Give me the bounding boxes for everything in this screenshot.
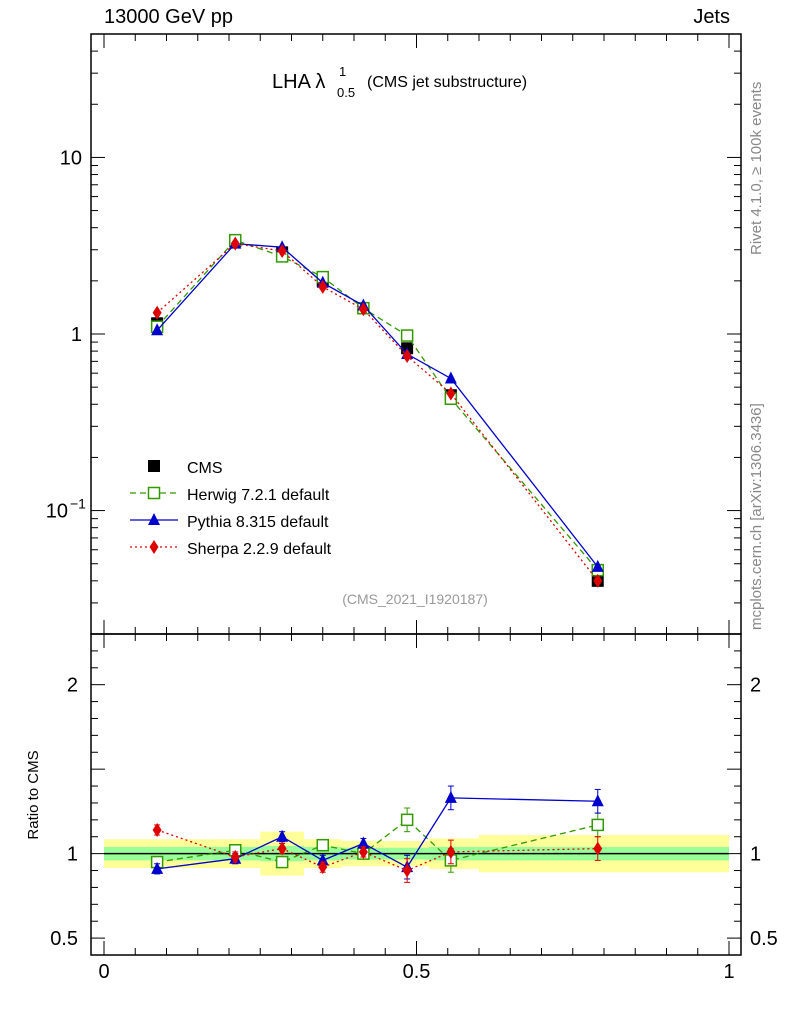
main-series-line [156,242,599,568]
chart-title-superscript: 1 [339,64,346,79]
main-series-point [151,323,164,336]
main-series-point [152,305,162,320]
ratio-series-point [358,844,368,859]
x-tick-label: 0 [98,961,109,983]
ratio-series-point [591,818,604,832]
legend-label-cms: CMS [187,460,223,477]
main-series-point [444,371,457,384]
ratio-y-tick-label-right: 2 [750,675,761,697]
x-tick-label: 1 [723,961,734,983]
main-y-tick-exponent: −1 [70,496,86,512]
ratio-series-point [277,841,287,856]
main-y-tick-label: 10 [60,147,82,169]
main-series-point [318,279,328,294]
ratio-series-point [593,841,603,856]
ratio-series-point [400,813,414,827]
main-y-tick-label: 1 [71,324,82,346]
main-series-point [446,386,456,401]
cms-data-series [151,235,604,587]
analysis-watermark: (CMS_2021_I1920187) [342,591,488,607]
ratio-y-axis-label: Ratio to CMS [25,750,42,839]
ratio-series-point [316,838,329,852]
legend-marker [148,513,160,525]
ratio-series-point [152,822,162,837]
ratio-series-point [402,863,412,878]
ratio-series-point [151,861,164,874]
ratio-series-point [444,790,457,803]
ratio-series-point [276,829,289,842]
legend-marker [149,540,159,554]
chart-title: LHA λ [272,71,325,93]
main-series-point [230,236,240,251]
main-series-point [593,573,603,588]
legend [130,460,178,554]
ratio-plot-frame [90,633,742,956]
main-series-point [358,302,368,317]
ratio-y-tick-label-right: 0.5 [750,928,778,950]
ratio-y-tick-label-left: 1 [67,844,78,866]
chart-subtitle: (CMS jet substructure) [367,74,527,91]
main-series-point [402,349,412,364]
header-process: Jets [693,6,730,28]
ratio-y-tick-label-left: 0.5 [50,928,78,950]
legend-label: Pythia 8.315 default [187,514,329,531]
legend-marker-cms [148,460,160,472]
main-series-line [156,239,599,571]
ratio-series-point [591,794,604,807]
ratio-series-line [157,818,598,863]
ratio-series-line [156,829,598,872]
header-energy: 13000 GeV pp [104,6,233,28]
main-series-point [277,244,287,259]
legend-marker [147,486,161,500]
ratio-series-point [318,860,328,875]
x-tick-label: 0.5 [403,961,431,983]
legend-label: Sherpa 2.2.9 default [187,541,332,558]
main-series-point [400,329,414,342]
main-series-point [591,559,604,572]
chart-title-subscript: 0.5 [337,85,355,100]
ratio-series-point [357,836,370,849]
legend-label: Herwig 7.2.1 default [187,487,330,504]
ratio-series-point [446,844,456,859]
ratio-series-point [275,855,289,869]
ratio-series-point [230,850,240,865]
mc-series-2 [152,236,603,883]
ratio-y-tick-label-left: 2 [67,675,78,697]
ratio-y-tick-label-right: 1 [750,844,761,866]
main-y-tick-label: 10 [46,501,68,523]
